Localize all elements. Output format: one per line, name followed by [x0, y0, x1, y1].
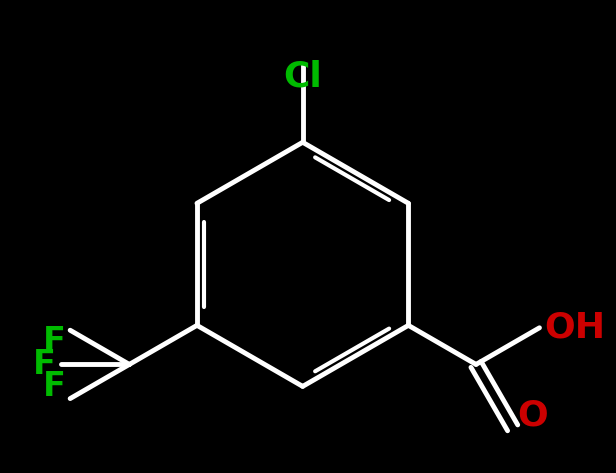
Text: O: O [517, 399, 548, 433]
Text: Cl: Cl [283, 59, 322, 93]
Text: OH: OH [545, 311, 606, 345]
Text: F: F [33, 348, 56, 381]
Text: F: F [43, 325, 65, 359]
Text: F: F [43, 370, 65, 403]
